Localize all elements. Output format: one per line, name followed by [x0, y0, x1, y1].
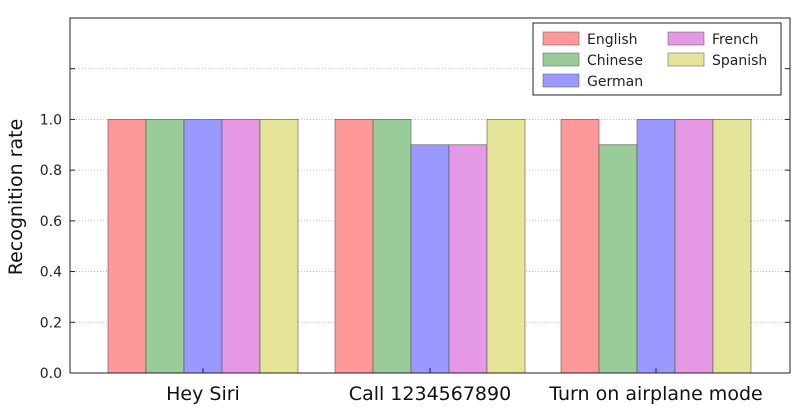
legend: English Chinese German French Spanish: [532, 22, 782, 96]
bar-english-2: [334, 119, 374, 374]
bar-spanish-1: [259, 119, 299, 374]
bar-chinese-2: [372, 119, 412, 374]
bar-french-3: [674, 119, 714, 374]
y-tick-label: 1.0: [40, 112, 62, 128]
legend-swatch-french: [667, 31, 705, 46]
y-axis-ticks: 0.0 0.2 0.4 0.6 0.8 1.0: [40, 17, 790, 382]
legend-swatch-english: [542, 31, 580, 46]
y-tick-label: 0.6: [40, 214, 62, 230]
y-tick-label: 0.2: [40, 315, 62, 331]
legend-swatch-german: [542, 73, 580, 88]
y-tick-label: 0.0: [40, 366, 62, 382]
bar-english-1: [107, 119, 147, 374]
legend-label-german: German: [587, 74, 643, 90]
bar-french-2: [448, 144, 488, 374]
bar-german-2: [410, 144, 450, 374]
legend-label-french: French: [712, 32, 759, 48]
x-category-label: Call 1234567890: [349, 383, 511, 405]
bar-spanish-2: [486, 119, 526, 374]
x-category-label: Turn on airplane mode: [548, 383, 762, 405]
legend-label-chinese: Chinese: [587, 53, 643, 69]
legend-label-spanish: Spanish: [712, 53, 767, 69]
bar-spanish-3: [712, 119, 752, 374]
y-tick-label: 0.4: [40, 265, 62, 281]
x-axis-categories: Hey Siri Call 1234567890 Turn on airplane …: [166, 368, 763, 405]
bar-chinese-3: [598, 144, 638, 374]
bar-chinese-1: [145, 119, 185, 374]
legend-swatch-spanish: [667, 52, 705, 67]
bar-french-1: [221, 119, 261, 374]
legend-label-english: English: [587, 32, 638, 48]
bar-english-3: [560, 119, 600, 374]
legend-swatch-chinese: [542, 52, 580, 67]
x-category-label: Hey Siri: [166, 383, 240, 405]
y-axis-title: Recognition rate: [5, 119, 27, 276]
bar-german-3: [636, 119, 676, 374]
bar-german-1: [183, 119, 223, 374]
bars: [107, 119, 752, 374]
y-tick-label: 0.8: [40, 163, 62, 179]
